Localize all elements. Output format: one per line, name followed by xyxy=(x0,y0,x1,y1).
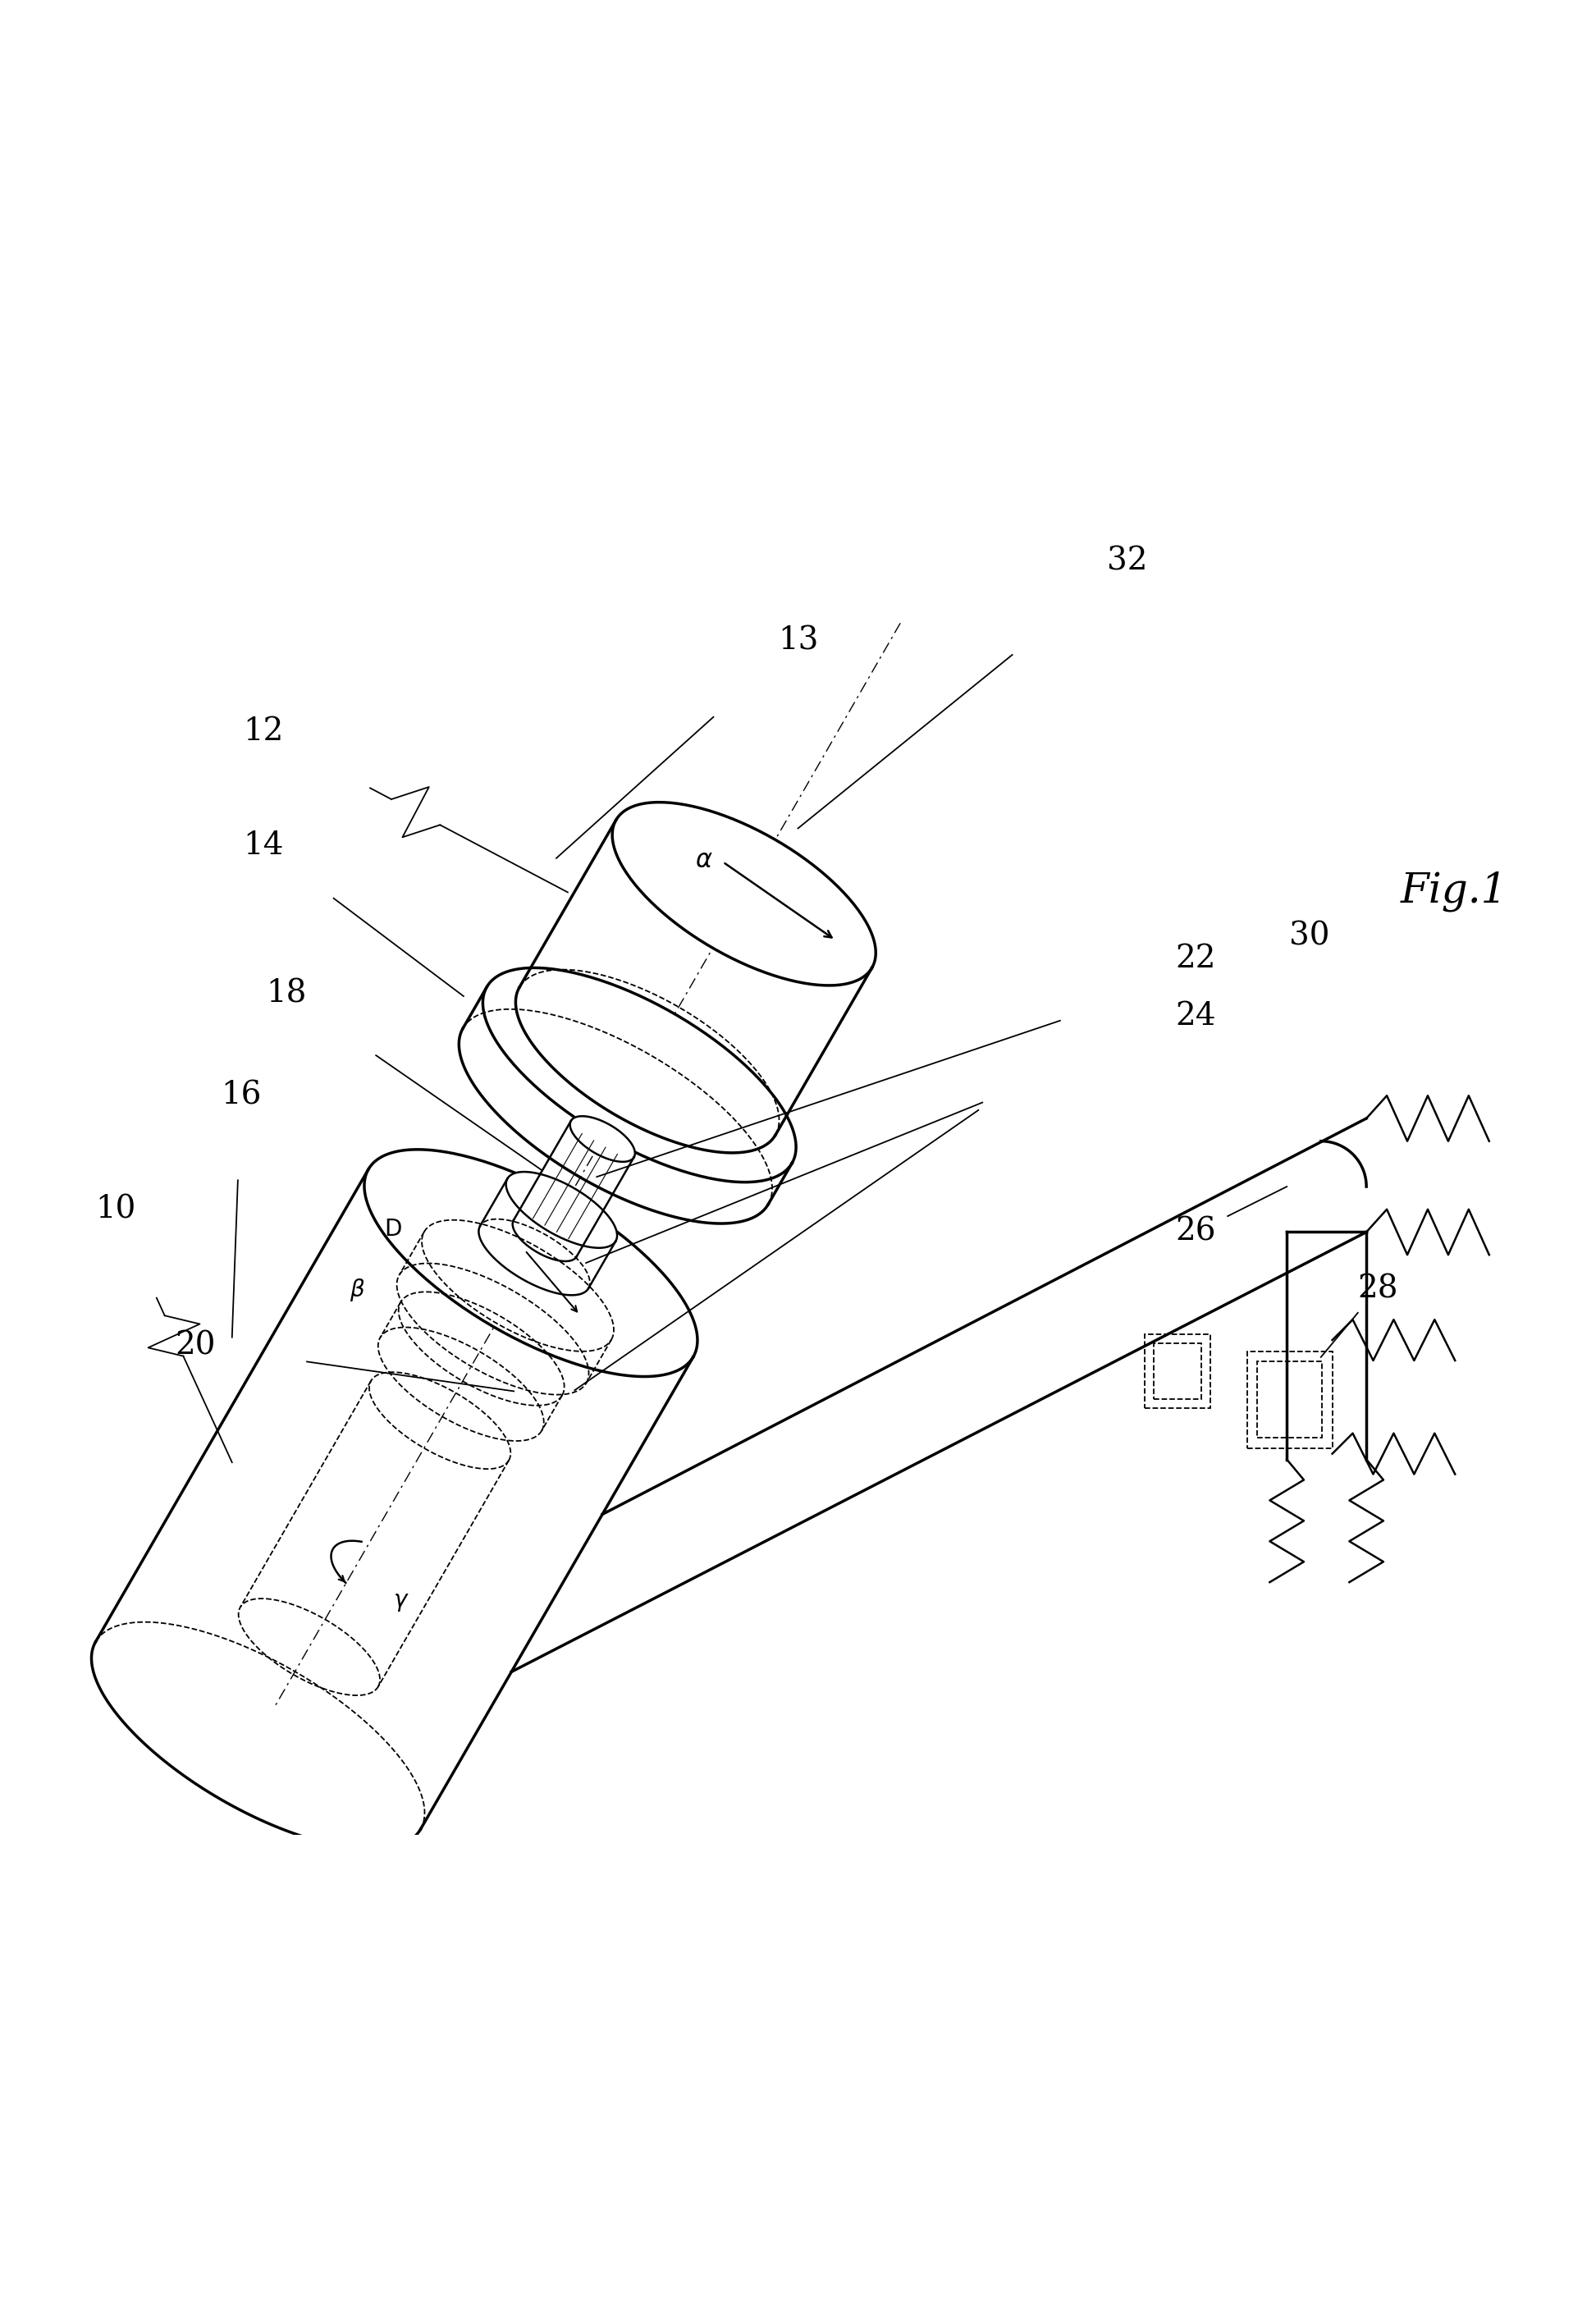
Text: 10: 10 xyxy=(96,1194,136,1224)
Text: 32: 32 xyxy=(1108,546,1148,576)
Polygon shape xyxy=(570,1116,635,1162)
Text: D: D xyxy=(385,1217,402,1240)
Bar xyxy=(1258,1362,1321,1438)
Text: 12: 12 xyxy=(244,717,284,747)
Text: 26: 26 xyxy=(1176,1217,1216,1247)
Text: 14: 14 xyxy=(244,830,284,860)
Polygon shape xyxy=(506,1171,618,1247)
Text: 16: 16 xyxy=(220,1081,262,1111)
Text: 18: 18 xyxy=(267,977,306,1010)
Text: $\gamma$: $\gamma$ xyxy=(393,1590,409,1613)
Polygon shape xyxy=(613,802,876,987)
Text: 22: 22 xyxy=(1176,945,1216,975)
Text: 20: 20 xyxy=(176,1330,215,1360)
Text: Fig.1: Fig.1 xyxy=(1400,871,1508,910)
Text: 30: 30 xyxy=(1290,922,1329,952)
Text: 13: 13 xyxy=(777,625,819,657)
Text: $\alpha$: $\alpha$ xyxy=(696,848,713,871)
Text: 24: 24 xyxy=(1176,1000,1216,1030)
Polygon shape xyxy=(364,1150,697,1376)
Text: 28: 28 xyxy=(1358,1275,1398,1305)
Bar xyxy=(1246,1351,1333,1448)
Polygon shape xyxy=(484,968,796,1182)
Text: $\beta$: $\beta$ xyxy=(350,1277,365,1302)
Bar xyxy=(1144,1335,1211,1408)
Bar xyxy=(1154,1344,1202,1399)
